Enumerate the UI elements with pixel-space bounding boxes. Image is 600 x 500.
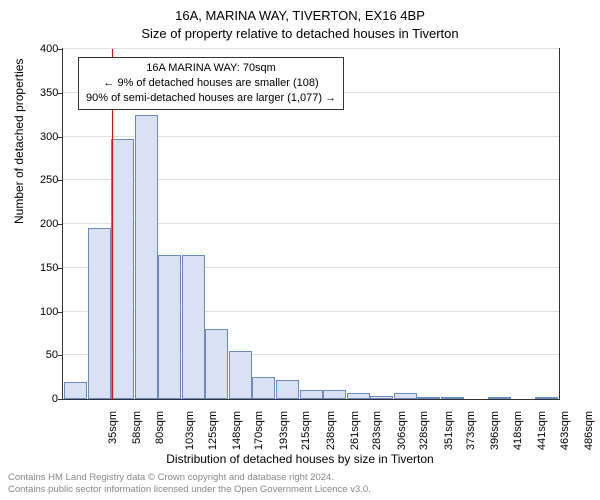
histogram-bar bbox=[158, 255, 181, 399]
info-line-smaller: ← 9% of detached houses are smaller (108… bbox=[86, 76, 336, 91]
histogram-bar bbox=[205, 329, 228, 399]
x-tick-label: 35sqm bbox=[107, 411, 119, 444]
footer-line-2: Contains public sector information licen… bbox=[8, 484, 371, 496]
x-tick-label: 283sqm bbox=[372, 411, 384, 450]
x-tick-label: 125sqm bbox=[207, 411, 219, 450]
info-line-larger: 90% of semi-detached houses are larger (… bbox=[86, 91, 336, 106]
histogram-bar bbox=[441, 397, 464, 399]
histogram-bar bbox=[88, 228, 111, 400]
histogram-bar bbox=[347, 393, 370, 399]
x-tick-label: 486sqm bbox=[584, 411, 596, 450]
info-callout-box: 16A MARINA WAY: 70sqm ← 9% of detached h… bbox=[78, 57, 344, 110]
info-line-property: 16A MARINA WAY: 70sqm bbox=[86, 61, 336, 76]
footer-line-1: Contains HM Land Registry data © Crown c… bbox=[8, 472, 371, 484]
y-tick-mark bbox=[58, 180, 62, 181]
x-tick-label: 148sqm bbox=[231, 411, 243, 450]
grid-line bbox=[63, 48, 559, 49]
histogram-bar bbox=[252, 377, 275, 399]
x-tick-label: 58sqm bbox=[131, 411, 143, 444]
x-tick-label: 261sqm bbox=[349, 411, 361, 450]
histogram-bar bbox=[535, 397, 558, 399]
y-tick-label: 0 bbox=[40, 393, 58, 405]
y-tick-label: 350 bbox=[40, 87, 58, 99]
y-tick-mark bbox=[58, 224, 62, 225]
x-tick-label: 463sqm bbox=[560, 411, 572, 450]
histogram-bar bbox=[276, 380, 299, 399]
y-tick-label: 200 bbox=[40, 218, 58, 230]
y-tick-label: 100 bbox=[40, 306, 58, 318]
y-axis-label: Number of detached properties bbox=[12, 59, 26, 224]
y-tick-mark bbox=[58, 137, 62, 138]
page-title-address: 16A, MARINA WAY, TIVERTON, EX16 4BP bbox=[0, 8, 600, 23]
y-tick-mark bbox=[58, 355, 62, 356]
y-tick-mark bbox=[58, 399, 62, 400]
x-tick-label: 418sqm bbox=[513, 411, 525, 450]
x-tick-label: 328sqm bbox=[419, 411, 431, 450]
y-tick-label: 250 bbox=[40, 174, 58, 186]
histogram-bar bbox=[488, 397, 511, 399]
histogram-bar bbox=[229, 351, 252, 399]
x-tick-label: 215sqm bbox=[301, 411, 313, 450]
histogram-bar bbox=[394, 393, 417, 399]
y-tick-mark bbox=[58, 49, 62, 50]
x-tick-label: 170sqm bbox=[254, 411, 266, 450]
histogram-bar bbox=[64, 382, 87, 400]
x-tick-label: 373sqm bbox=[466, 411, 478, 450]
y-tick-label: 400 bbox=[40, 43, 58, 55]
x-tick-label: 193sqm bbox=[278, 411, 290, 450]
y-tick-mark bbox=[58, 268, 62, 269]
y-tick-label: 50 bbox=[40, 349, 58, 361]
y-tick-mark bbox=[58, 93, 62, 94]
x-tick-label: 351sqm bbox=[443, 411, 455, 450]
histogram-bar bbox=[417, 397, 440, 399]
x-tick-label: 80sqm bbox=[154, 411, 166, 444]
y-tick-mark bbox=[58, 312, 62, 313]
histogram-bar bbox=[370, 396, 393, 399]
y-tick-label: 150 bbox=[40, 262, 58, 274]
page-title-description: Size of property relative to detached ho… bbox=[0, 26, 600, 41]
histogram-bar bbox=[300, 390, 323, 399]
x-tick-label: 306sqm bbox=[396, 411, 408, 450]
histogram-bar bbox=[135, 115, 158, 399]
x-tick-label: 238sqm bbox=[325, 411, 337, 450]
histogram-bar bbox=[182, 255, 205, 399]
histogram-bar bbox=[323, 390, 346, 399]
histogram-bar bbox=[111, 139, 134, 399]
attribution-footer: Contains HM Land Registry data © Crown c… bbox=[8, 472, 371, 496]
x-tick-label: 103sqm bbox=[184, 411, 196, 450]
x-tick-label: 396sqm bbox=[490, 411, 502, 450]
x-tick-label: 441sqm bbox=[537, 411, 549, 450]
x-axis-label: Distribution of detached houses by size … bbox=[0, 452, 600, 466]
y-tick-label: 300 bbox=[40, 131, 58, 143]
